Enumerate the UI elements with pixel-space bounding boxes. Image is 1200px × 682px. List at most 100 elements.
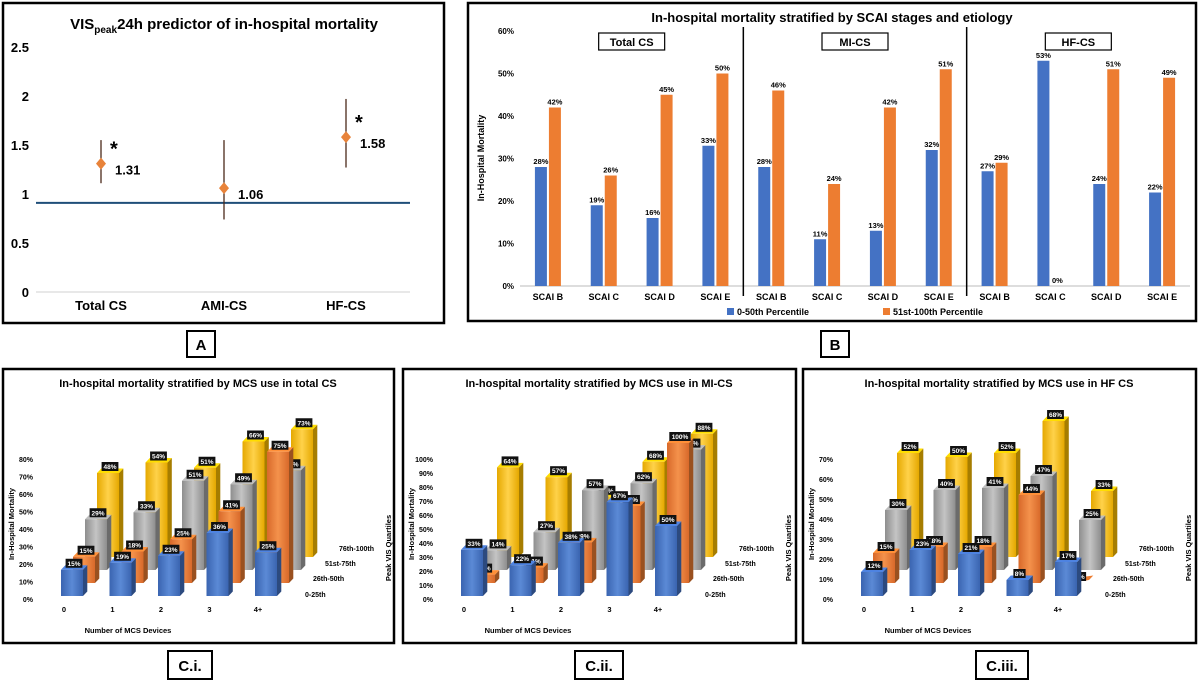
bar-low-label: 16% — [645, 208, 660, 217]
bar3d-value-label: 33% — [467, 541, 480, 548]
panel-label-cii-text: C.ii. — [585, 658, 613, 675]
bar3d-value-label: 15% — [67, 561, 80, 568]
bar3d-front — [1006, 580, 1029, 596]
bar3d-value-label: 50% — [952, 448, 965, 455]
x-axis-label: Number of MCS Devices — [85, 626, 172, 635]
x-tick-label: SCAI C — [588, 292, 619, 302]
legend-label-low: 0-50th Percentile — [737, 307, 809, 317]
series-name-label: 0-25th — [1105, 592, 1126, 599]
bar3d-value-label: 19% — [116, 554, 129, 561]
x-tick-label: SCAI E — [924, 292, 954, 302]
y-tick-label: 20% — [819, 557, 834, 564]
point-estimate — [341, 131, 351, 144]
bar3d-label-bg — [550, 466, 567, 476]
x-tick-label: 1 — [510, 605, 514, 614]
bar-low-label: 33% — [701, 136, 716, 145]
y-tick-label: 30% — [19, 545, 34, 552]
y-tick-label: 40% — [498, 112, 514, 121]
bar3d-value-label: 64% — [503, 458, 516, 465]
bar3d-value-label: 27% — [540, 523, 553, 530]
y-tick-label: 50% — [819, 497, 834, 504]
bar3d-label-bg — [174, 528, 192, 538]
bar3d-side — [519, 462, 524, 557]
bar-low-label: 13% — [868, 221, 883, 230]
bar3d-side — [883, 567, 888, 596]
bar3d-value-label: 17% — [1061, 553, 1074, 560]
y-tick-label: 1 — [22, 187, 29, 202]
y-tick-label: 30% — [498, 155, 514, 164]
group-title: HF-CS — [1062, 37, 1096, 49]
bar3d-label-bg — [223, 500, 240, 510]
y-tick-label: 2.5 — [11, 40, 29, 55]
x-tick-label: 3 — [607, 605, 611, 614]
bar-low-percentile — [1037, 60, 1050, 286]
z-axis-label: Peak VIS Quartiles — [384, 515, 393, 581]
bar3d-front — [1079, 520, 1101, 570]
bar3d-label-bg — [659, 515, 677, 524]
bar3d-value-label: 52% — [1000, 444, 1013, 451]
y-tick-label: 0% — [423, 597, 434, 604]
bar3d-label-bg — [247, 430, 264, 440]
chart-ciii-title: In-hospital mortality stratified by MCS … — [865, 378, 1134, 390]
point-value-label: 1.31 — [115, 163, 140, 178]
y-tick-label: 70% — [819, 457, 834, 464]
y-tick-label: 70% — [19, 475, 34, 482]
bar3d-value-label: 29% — [91, 510, 104, 517]
y-tick-label: 20% — [498, 197, 514, 206]
bar3d-label-bg — [186, 469, 204, 479]
bar3d-label-bg — [259, 541, 277, 551]
bar-high-label: 51% — [1106, 59, 1121, 68]
bar3d-label-bg — [938, 479, 955, 488]
bar3d-label-bg — [162, 544, 180, 554]
bar3d-label-bg — [1083, 509, 1101, 518]
y-tick-label: 40% — [819, 517, 834, 524]
bar3d-side — [131, 558, 136, 596]
bar-low-percentile — [702, 145, 715, 286]
chart-ci-title: In-hospital mortality stratified by MCS … — [59, 378, 336, 390]
bar-high-label: 29% — [994, 153, 1009, 162]
bar3d-side — [483, 545, 488, 596]
bar3d-label-bg — [695, 422, 713, 432]
y-tick-label: 30% — [819, 537, 834, 544]
bar3d-label-bg — [211, 522, 228, 531]
bar-low-percentile — [534, 167, 547, 286]
series-name-label: 76th-100th — [1139, 546, 1174, 553]
bar3d-value-label: 100% — [672, 434, 689, 441]
bar3d-side — [240, 506, 245, 583]
bar3d-side — [495, 570, 500, 583]
series-name-label: 26th-50th — [313, 576, 344, 583]
bar3d-label-bg — [1047, 410, 1064, 419]
bar3d-side — [980, 549, 985, 596]
bar3d-value-label: 44% — [1025, 486, 1038, 493]
bar-low-label: 32% — [924, 140, 939, 149]
bar-low-percentile — [981, 171, 994, 286]
series-name-label: 51st-75th — [725, 561, 756, 568]
bar3d-value-label: 12% — [867, 563, 880, 570]
bar-low-label: 22% — [1148, 183, 1163, 192]
bar3d-value-label: 33% — [140, 503, 153, 510]
y-tick-label: 10% — [498, 240, 514, 249]
y-tick-label: 10% — [419, 583, 434, 590]
bar-high-label: 50% — [715, 64, 730, 73]
x-tick-label: 4+ — [1054, 605, 1063, 614]
bar3d-front — [606, 502, 629, 596]
bar3d-label-bg — [77, 545, 95, 555]
bar-high-label: 45% — [659, 85, 674, 94]
bar3d-front — [861, 572, 883, 596]
point-value-label: 1.06 — [238, 187, 263, 202]
bar3d-value-label: 68% — [649, 453, 662, 460]
x-tick-label: 0 — [62, 605, 66, 614]
panel-label-a: A — [186, 330, 216, 358]
bar-low-label: 27% — [980, 161, 995, 170]
group-title: MI-CS — [839, 37, 870, 49]
bar-high-percentile — [1163, 77, 1176, 286]
group-title-box — [598, 32, 666, 51]
x-tick-label: AMI-CS — [201, 298, 248, 313]
bar3d-value-label: 14% — [491, 541, 504, 548]
bar3d-side — [95, 552, 100, 583]
x-axis-label: Number of MCS Devices — [885, 626, 972, 635]
bar3d-side — [507, 545, 512, 570]
bar3d-value-label: 68% — [1049, 412, 1062, 419]
x-tick-label: SCAI D — [868, 292, 899, 302]
